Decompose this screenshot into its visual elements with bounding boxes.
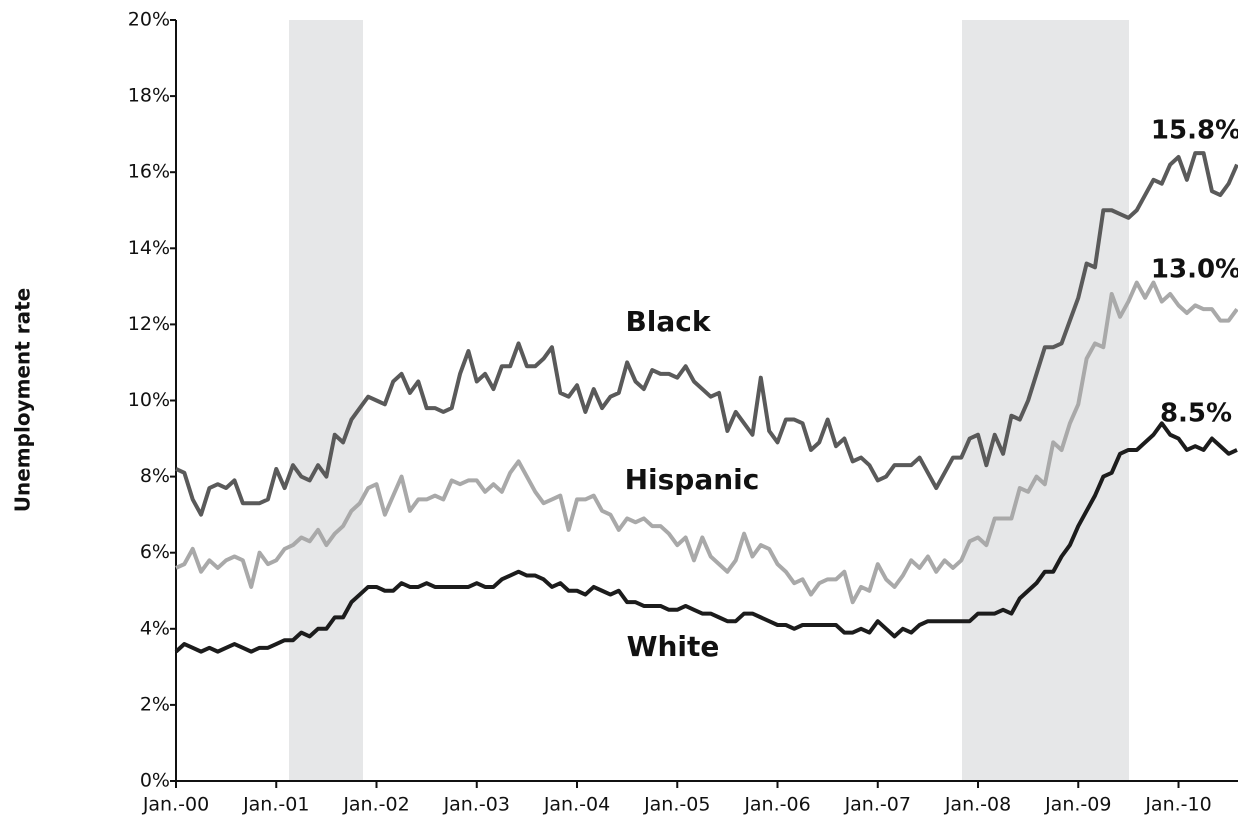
x-tick-label: Jan.-09 xyxy=(1044,794,1111,816)
y-tick-label: 20% xyxy=(128,9,170,31)
x-tick-label: Jan.-08 xyxy=(944,794,1011,816)
series-label: Hispanic xyxy=(625,463,760,496)
series-line xyxy=(174,421,1238,654)
series-label: White xyxy=(627,630,720,663)
x-tick-label: Jan.-00 xyxy=(142,794,209,816)
x-tick-label: Jan.-04 xyxy=(543,794,610,816)
series-line xyxy=(175,151,1238,517)
recession-band xyxy=(962,20,1129,781)
y-tick-label: 18% xyxy=(128,85,170,107)
end-label: 8.5% xyxy=(1160,399,1232,429)
y-tick-label: 8% xyxy=(140,465,170,487)
x-tick-label: Jan.-05 xyxy=(643,794,710,816)
x-tick-label: Jan.-07 xyxy=(844,794,911,816)
y-axis-title: Unemployment rate xyxy=(11,288,35,512)
series-line xyxy=(175,280,1238,605)
recession-band xyxy=(289,20,363,781)
y-tick-label: 10% xyxy=(128,389,170,411)
x-tick-label: Jan.-02 xyxy=(342,794,409,816)
y-tick-label: 6% xyxy=(140,541,170,563)
x-tick-label: Jan.-06 xyxy=(743,794,810,816)
x-tick-label: Jan.-01 xyxy=(242,794,309,816)
x-tick-label: Jan.-10 xyxy=(1144,794,1211,816)
y-tick-label: 4% xyxy=(140,617,170,639)
y-tick-label: 12% xyxy=(128,313,170,335)
y-tick-label: 2% xyxy=(140,693,170,715)
y-tick-label: 0% xyxy=(140,770,170,792)
y-tick-label: 14% xyxy=(128,237,170,259)
end-label: 13.0% xyxy=(1151,255,1238,285)
end-label: 15.8% xyxy=(1151,116,1238,146)
y-tick-label: 16% xyxy=(128,161,170,183)
x-tick-label: Jan.-03 xyxy=(443,794,510,816)
series-label: Black xyxy=(625,305,711,338)
